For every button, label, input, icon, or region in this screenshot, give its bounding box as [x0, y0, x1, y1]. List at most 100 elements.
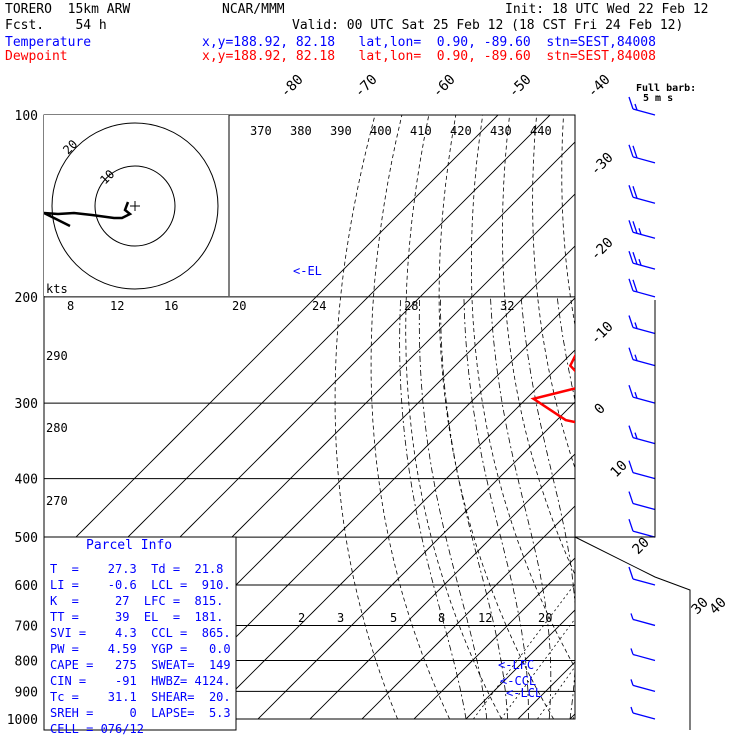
barb-flag	[628, 384, 634, 398]
wind-barb	[628, 425, 656, 445]
hodograph-trace	[43, 201, 133, 228]
temperature-label: 10	[608, 458, 631, 481]
lfc-marker: <-LFC	[498, 658, 534, 672]
parcel-row: CIN = -91 HWBZ= 4124.	[50, 674, 231, 688]
dry-adiabat	[502, 115, 575, 576]
barb-flag	[632, 251, 638, 265]
kts-label: kts	[46, 282, 68, 296]
mixing-ratio-label: 8	[438, 611, 445, 625]
barb-staff	[632, 618, 656, 627]
isotherm	[622, 115, 740, 719]
pressure-label: 100	[15, 109, 38, 124]
moist-adiabat	[674, 297, 740, 719]
parcel-info-title: Parcel Info	[86, 538, 173, 553]
parcel-row: Tc = 31.1 SHEAR= 20.	[50, 690, 231, 704]
theta-e-label: 410	[410, 124, 432, 138]
moist-adiabat	[440, 296, 508, 719]
temperature-label: 40	[707, 595, 730, 618]
moist-adiabat	[418, 296, 488, 719]
temperature-label: -60	[430, 72, 459, 101]
ccl-marker: <-CCL	[500, 674, 536, 688]
mixing-ratio-label: 2	[298, 611, 305, 625]
dry-adiabat	[698, 115, 740, 719]
theta-e-label: 380	[290, 124, 312, 138]
moist-adiabat	[653, 297, 724, 719]
dry-adiabat	[671, 115, 740, 719]
moist-adiabat	[399, 296, 467, 719]
wind-barb	[630, 679, 656, 692]
isotherm	[726, 115, 740, 719]
forecast-hour: Fcst. 54 h	[5, 18, 107, 33]
barb-staff	[632, 472, 656, 480]
wind-barb	[628, 315, 656, 335]
moist-adiabat	[490, 296, 552, 719]
barb-staff	[632, 530, 656, 538]
temperature-label: -10	[588, 319, 617, 348]
barb-half-flag	[630, 648, 634, 655]
pressure-labels: 100 200 300 400 500 600 700 800 900 1000	[7, 109, 38, 728]
wind-barbs	[628, 96, 656, 720]
sounding-curves	[530, 115, 740, 719]
theta-e-label: 390	[330, 124, 352, 138]
parcel-row: TT = 39 EL = 181.	[50, 610, 224, 624]
parcel-info: Parcel Info T = 27.3 Td = 21.8 LI = -0.6…	[44, 538, 236, 736]
barb-flag	[628, 425, 634, 438]
mixing-ratio-label: 20	[538, 611, 552, 625]
dry-adiabat	[725, 115, 740, 719]
model-title: TORERO 15km ARW	[5, 2, 131, 17]
temperature-label: -40	[585, 72, 614, 101]
el-marker: <-EL	[293, 264, 322, 278]
lcl-marker: <-LCL	[506, 686, 542, 700]
moist-adiabat	[695, 297, 740, 719]
hodograph-ring-outer	[51, 122, 219, 290]
wind-barb	[628, 347, 656, 367]
dry-adiabat-label: 270	[46, 494, 68, 508]
hodograph-speed-label: 16	[164, 299, 178, 313]
pressure-label: 600	[15, 579, 38, 594]
wind-barb	[628, 96, 656, 116]
hodograph-speed-label: 12	[110, 299, 124, 313]
parcel-row: CAPE = 275 SWEAT= 149	[50, 658, 231, 672]
barb-flag	[628, 185, 634, 198]
barb-flag	[632, 221, 638, 234]
theta-e-label: 430	[490, 124, 512, 138]
hodograph-speed-label: 28	[404, 299, 418, 313]
dry-adiabat	[532, 115, 575, 470]
wind-barb	[628, 384, 656, 404]
isotherm	[309, 453, 575, 719]
barb-flag	[628, 315, 634, 328]
barb-half-flag	[634, 103, 638, 111]
isotherm	[205, 349, 575, 719]
hodograph-speed-label: 8	[67, 299, 74, 313]
dry-adiabat-labels: 290 280 270	[46, 349, 68, 508]
dry-adiabat-label: 280	[46, 421, 68, 435]
pressure-label: 1000	[7, 713, 38, 728]
barb-half-flag	[630, 613, 634, 620]
theta-e-label: 420	[450, 124, 472, 138]
wind-barb	[628, 518, 656, 538]
org-title: NCAR/MMM	[222, 2, 285, 17]
barb-half-flag	[630, 706, 634, 714]
temperature-label: -20	[588, 235, 617, 264]
wind-barb	[628, 491, 656, 511]
dry-adiabat	[561, 115, 575, 328]
dewpoint-legend: Dewpoint	[5, 49, 68, 64]
mixing-ratio-label: 3	[337, 611, 344, 625]
parcel-row: SREH = 0 LAPSE= 5.3	[50, 706, 231, 720]
dry-adiabat	[334, 115, 398, 719]
temperature-curve	[633, 115, 740, 719]
temperature-legend: Temperature	[5, 35, 92, 50]
isotherm	[517, 661, 575, 719]
barb-flag	[628, 460, 634, 473]
pressure-label: 900	[15, 685, 38, 700]
barb-flag	[632, 186, 638, 199]
barb-flag	[628, 144, 634, 158]
hodograph-speed-label: 24	[312, 299, 326, 313]
dry-adiabat	[617, 115, 740, 719]
moist-adiabat	[600, 297, 638, 719]
hodograph-speed-label: 32	[500, 299, 514, 313]
wind-barb	[628, 250, 656, 270]
moist-adiabat	[520, 296, 575, 719]
hodograph-speed-scale: 8 12 16 20 24 28 32	[67, 299, 514, 313]
